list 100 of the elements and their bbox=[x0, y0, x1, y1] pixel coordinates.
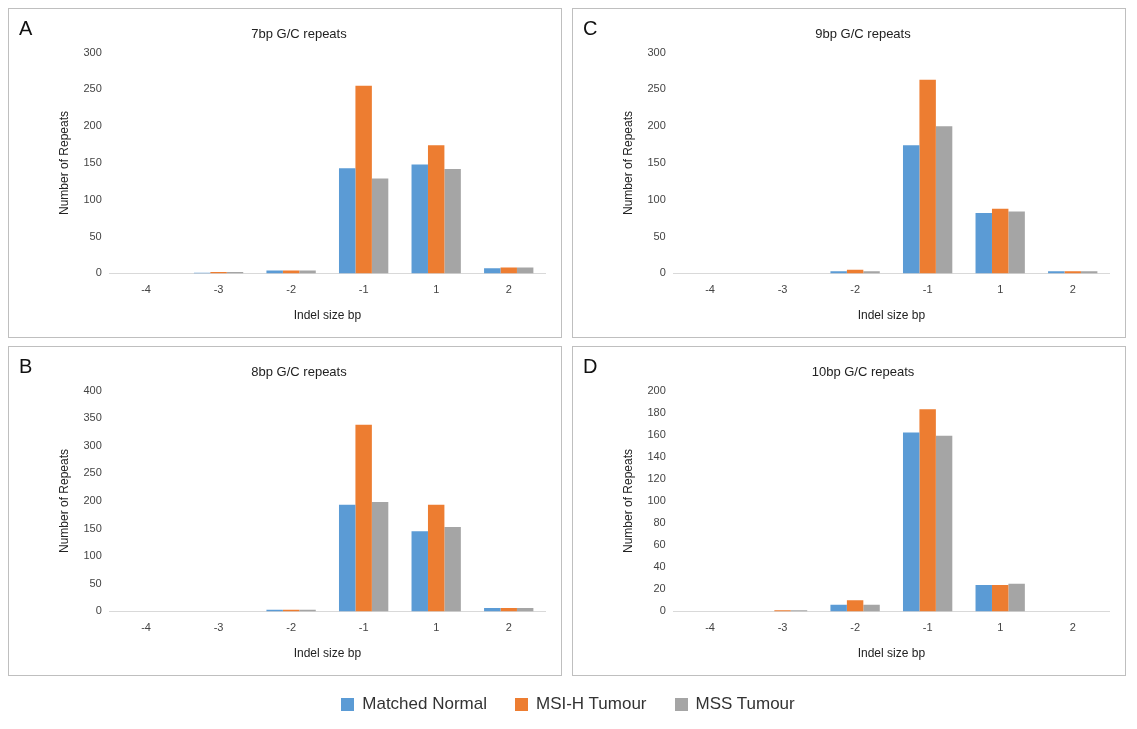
x-tick-label: -4 bbox=[705, 283, 715, 296]
bar bbox=[902, 145, 920, 274]
bar bbox=[991, 584, 1009, 612]
bar bbox=[444, 526, 461, 612]
y-tick-label: 300 bbox=[83, 438, 102, 451]
y-tick-label: 150 bbox=[647, 156, 666, 169]
y-axis-title: Number of Repeats bbox=[56, 110, 71, 216]
x-tick-label: -1 bbox=[922, 621, 933, 634]
x-tick-label: -1 bbox=[358, 621, 369, 634]
chart-title: 8bp G/C repeats bbox=[251, 364, 348, 380]
bar bbox=[935, 126, 953, 274]
bar bbox=[919, 79, 936, 274]
y-tick-label: 160 bbox=[647, 427, 666, 440]
bar bbox=[427, 504, 445, 612]
x-tick-label: -2 bbox=[850, 283, 860, 296]
y-tick-label: 250 bbox=[647, 82, 666, 95]
y-tick-label: 60 bbox=[653, 538, 666, 551]
x-tick-label: -3 bbox=[777, 621, 788, 634]
x-tick-label: 2 bbox=[505, 283, 512, 296]
bar bbox=[484, 268, 501, 274]
bar bbox=[282, 270, 300, 274]
text: B bbox=[19, 355, 33, 378]
bar bbox=[427, 145, 445, 274]
y-tick-label: 250 bbox=[83, 82, 102, 95]
bar bbox=[919, 409, 936, 612]
x-axis-title: Indel size bp bbox=[857, 646, 926, 661]
y-tick-label: 50 bbox=[89, 229, 102, 242]
y-tick-label: 100 bbox=[83, 549, 102, 562]
x-tick-label: -4 bbox=[141, 283, 151, 296]
bar bbox=[266, 270, 283, 274]
bar bbox=[371, 502, 389, 612]
bar bbox=[830, 604, 847, 612]
legend-label: MSI-H Tumour bbox=[535, 694, 647, 714]
bar bbox=[484, 608, 501, 612]
text: C bbox=[583, 17, 598, 40]
x-tick-label: 2 bbox=[1069, 621, 1076, 634]
bar bbox=[1008, 583, 1025, 612]
bar bbox=[299, 270, 316, 274]
bar bbox=[975, 584, 992, 612]
y-tick-label: 300 bbox=[83, 45, 102, 58]
y-tick-label: 50 bbox=[653, 229, 666, 242]
bar bbox=[863, 604, 880, 612]
y-tick-label: 200 bbox=[83, 119, 102, 132]
y-tick-label: 180 bbox=[647, 405, 666, 418]
y-tick-label: 80 bbox=[653, 516, 666, 529]
bar bbox=[863, 271, 880, 274]
y-tick-label: 20 bbox=[653, 582, 666, 595]
bar bbox=[355, 424, 372, 612]
y-tick-label: 0 bbox=[95, 266, 102, 279]
y-tick-label: 0 bbox=[659, 604, 666, 617]
y-tick-label: 100 bbox=[83, 192, 102, 205]
x-tick-label: -2 bbox=[286, 283, 296, 296]
y-tick-label: 120 bbox=[647, 471, 666, 484]
y-axis-title: Number of Repeats bbox=[620, 448, 635, 554]
bar bbox=[902, 432, 920, 612]
bar bbox=[371, 178, 389, 274]
legend-label: Matched Normal bbox=[362, 694, 487, 714]
x-tick-label: -1 bbox=[358, 283, 369, 296]
y-tick-label: 140 bbox=[647, 449, 666, 462]
y-tick-label: 200 bbox=[647, 383, 666, 396]
y-tick-label: 0 bbox=[659, 266, 666, 279]
y-tick-label: 400 bbox=[83, 383, 102, 396]
y-tick-label: 100 bbox=[647, 192, 666, 205]
text: A bbox=[19, 17, 33, 40]
x-tick-label: -3 bbox=[213, 621, 224, 634]
bar bbox=[411, 531, 428, 612]
bar bbox=[1008, 211, 1025, 274]
bar bbox=[444, 168, 461, 274]
x-tick-label: 1 bbox=[433, 621, 440, 634]
x-tick-label: 2 bbox=[505, 621, 512, 634]
y-tick-label: 150 bbox=[83, 156, 102, 169]
y-tick-label: 150 bbox=[83, 521, 102, 534]
bar bbox=[1048, 271, 1065, 274]
bar bbox=[935, 435, 953, 612]
y-tick-label: 0 bbox=[95, 604, 102, 617]
chart-title: 10bp G/C repeats bbox=[811, 364, 915, 380]
y-tick-label: 200 bbox=[647, 119, 666, 132]
x-axis-title: Indel size bp bbox=[293, 308, 362, 323]
x-tick-label: -1 bbox=[922, 283, 933, 296]
y-tick-label: 350 bbox=[83, 411, 102, 424]
x-tick-label: -3 bbox=[777, 283, 788, 296]
chart-title: 7bp G/C repeats bbox=[251, 26, 348, 42]
x-tick-label: -4 bbox=[141, 621, 151, 634]
y-tick-label: 50 bbox=[89, 576, 102, 589]
y-tick-label: 40 bbox=[653, 560, 666, 573]
bar bbox=[991, 208, 1009, 274]
y-tick-label: 100 bbox=[647, 494, 666, 507]
text: D bbox=[583, 355, 598, 378]
y-tick-label: 300 bbox=[647, 45, 666, 58]
x-tick-label: -2 bbox=[850, 621, 860, 634]
bar bbox=[830, 271, 847, 274]
y-axis-title: Number of Repeats bbox=[620, 110, 635, 216]
bar bbox=[975, 213, 992, 274]
y-axis-title: Number of Repeats bbox=[56, 448, 71, 554]
x-axis-title: Indel size bp bbox=[857, 308, 926, 323]
bar bbox=[355, 85, 372, 274]
x-tick-label: -4 bbox=[705, 621, 715, 634]
y-tick-label: 250 bbox=[83, 466, 102, 479]
x-tick-label: 1 bbox=[997, 621, 1004, 634]
bar bbox=[338, 168, 356, 274]
